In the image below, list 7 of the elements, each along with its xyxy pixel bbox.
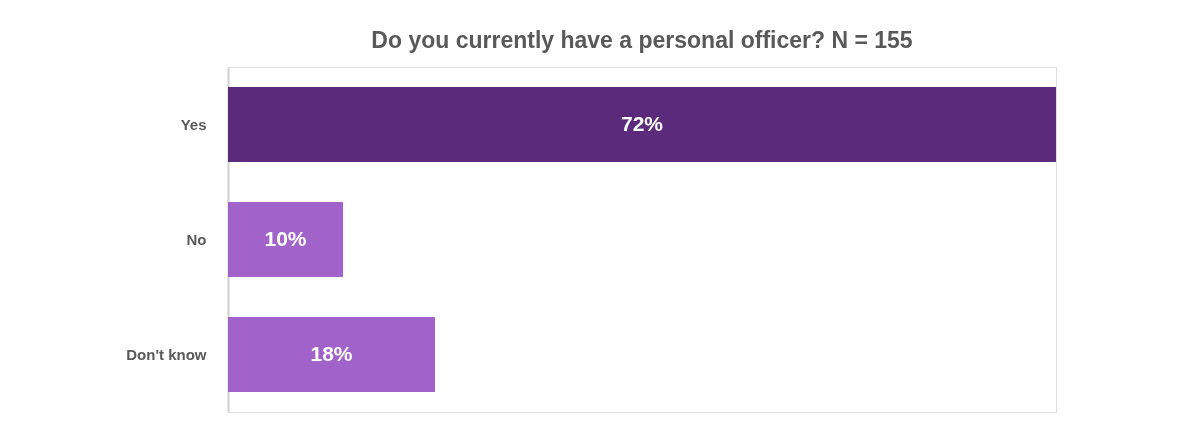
y-tick-label: Yes [180,115,207,133]
y-tick-label: No [186,230,207,248]
y-tick-label: Don't know [126,345,207,363]
data-label: 72% [620,111,664,135]
chart-title: Do you currently have a personal officer? N = 155 [371,27,913,53]
data-label: 10% [264,226,307,250]
data-label: 18% [310,341,353,365]
